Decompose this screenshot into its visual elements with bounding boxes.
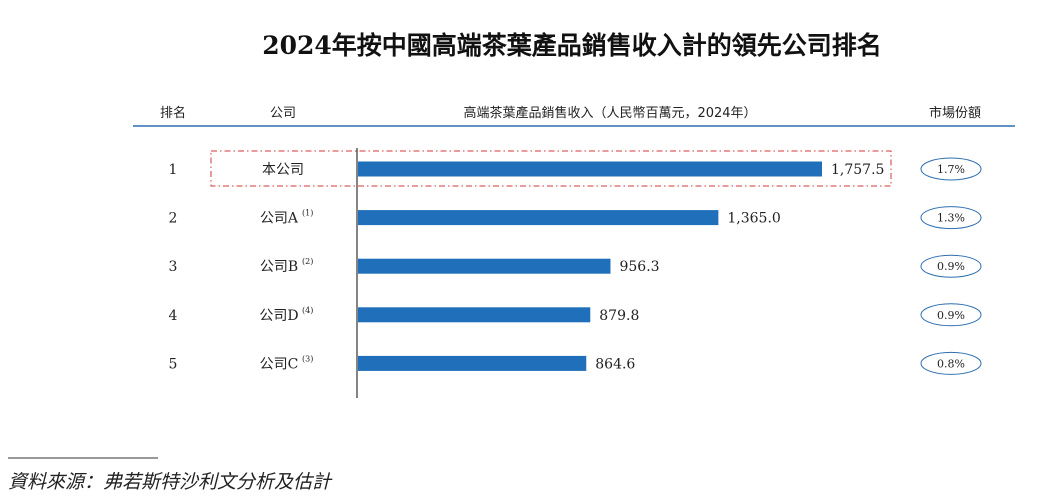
company-label: 本公司 [262, 162, 304, 178]
source-note: 資料來源：弗若斯特沙利文分析及估計 [8, 471, 333, 493]
value-label: 1,757.5 [831, 162, 884, 178]
company-label: 公司A [260, 211, 299, 227]
bar [358, 258, 611, 274]
share-oval [920, 157, 982, 181]
company-label: 公司B [260, 259, 298, 275]
rank-label: 5 [169, 356, 178, 372]
header-revenue: 高端茶葉產品銷售收入（人民幣百萬元，2024年） [463, 105, 756, 121]
share-label: 1.3% [937, 212, 965, 225]
share-oval [920, 351, 982, 375]
share-label: 0.9% [937, 260, 965, 273]
chart-title: 2024年按中國高端茶葉產品銷售收入計的領先公司排名 [262, 31, 882, 60]
highlight-box [210, 150, 892, 187]
bar [358, 355, 587, 371]
rank-label: 3 [169, 259, 178, 275]
rank-label: 2 [169, 211, 178, 227]
company-note: (3) [302, 354, 313, 363]
rows-layer: 1 本公司 1,757.5 1.7% 2 公司A (1) 1,365.0 1.3% 3 公司B (2)… [169, 150, 982, 375]
bar [358, 161, 822, 177]
bar [358, 210, 719, 226]
header-company: 公司 [270, 106, 296, 121]
value-label: 864.6 [595, 356, 635, 372]
value-label: 1,365.0 [727, 211, 780, 227]
company-note: (1) [302, 209, 313, 218]
rank-label: 1 [169, 162, 178, 178]
value-label: 879.8 [599, 308, 639, 324]
header-rank: 排名 [160, 105, 186, 121]
company-note: (4) [302, 306, 313, 315]
share-oval [920, 303, 982, 327]
bar [358, 307, 591, 323]
share-oval [920, 206, 982, 230]
share-label: 1.7% [937, 163, 965, 176]
share-label: 0.9% [937, 309, 965, 322]
company-label: 公司C [260, 356, 299, 372]
header-market-share: 市場份額 [929, 105, 981, 121]
share-oval [920, 254, 982, 278]
share-label: 0.8% [937, 357, 965, 370]
value-label: 956.3 [619, 259, 659, 275]
company-note: (2) [302, 257, 313, 266]
company-label: 公司D [259, 308, 298, 324]
rank-label: 4 [169, 308, 178, 324]
